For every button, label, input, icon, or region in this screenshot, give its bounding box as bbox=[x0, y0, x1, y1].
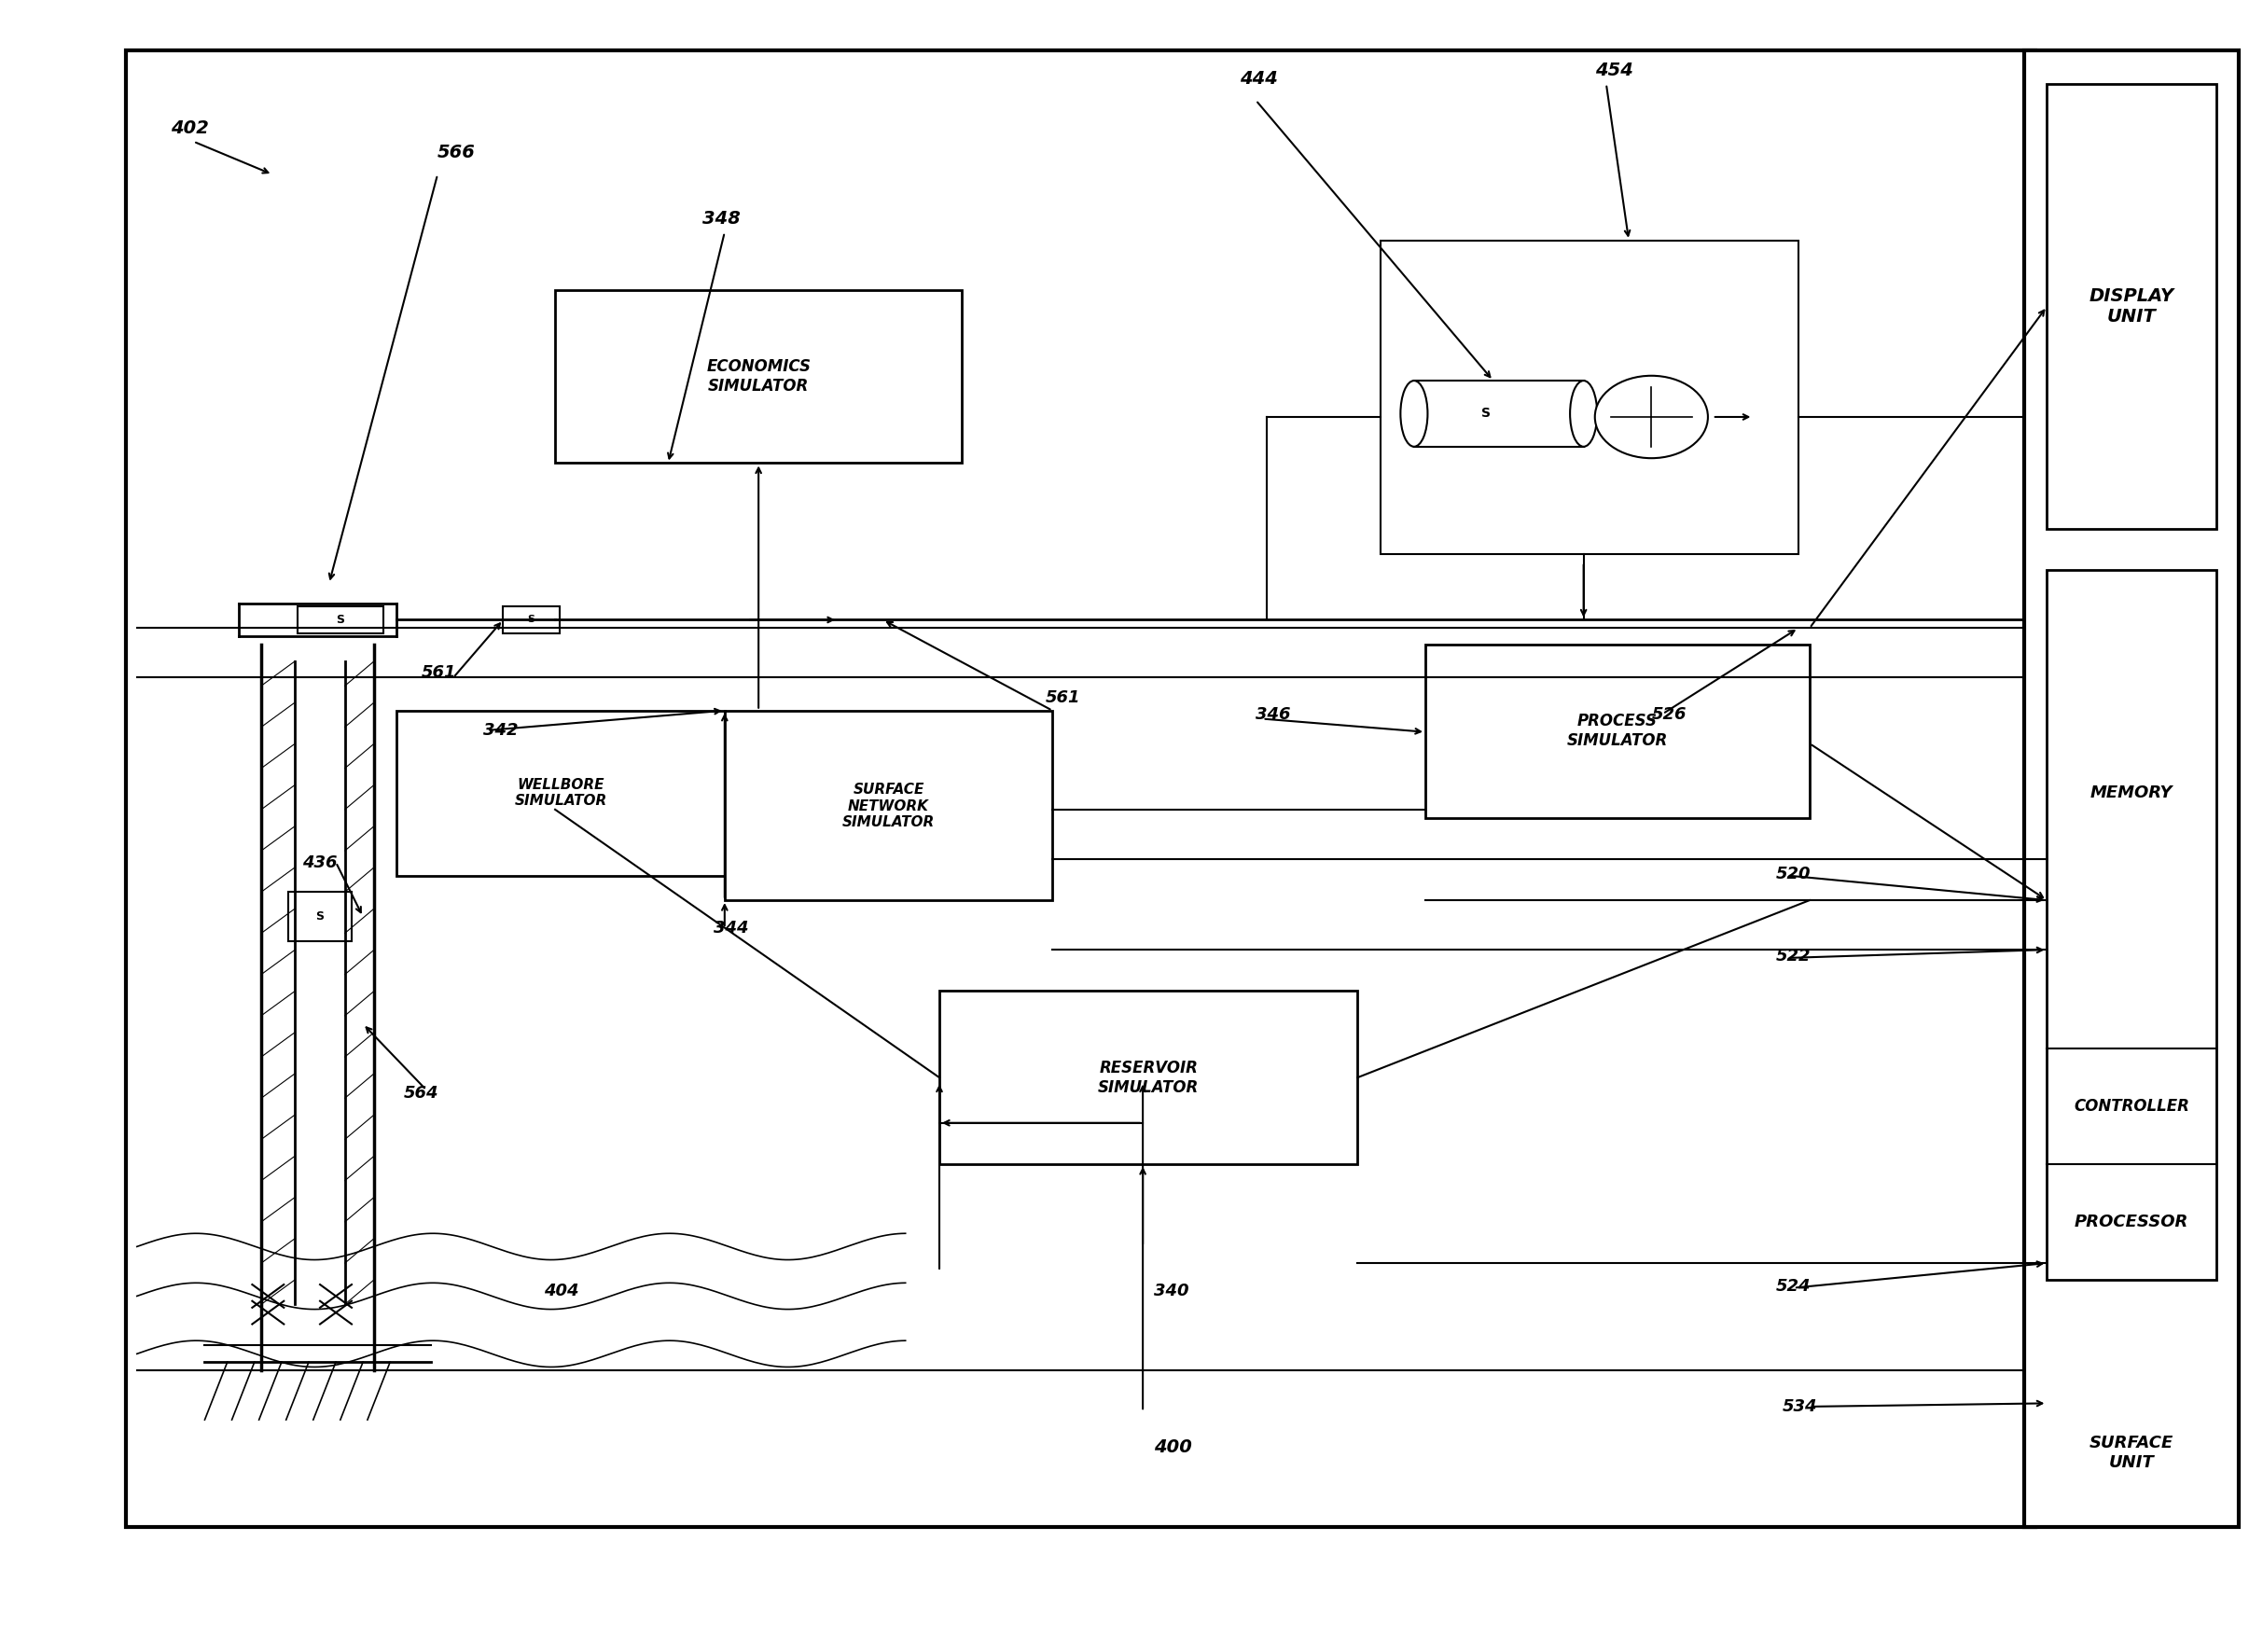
Text: S: S bbox=[337, 615, 344, 626]
Text: 348: 348 bbox=[702, 210, 740, 228]
Text: 561: 561 bbox=[421, 664, 457, 681]
Text: 534: 534 bbox=[1783, 1399, 1817, 1416]
Bar bbox=[1380, 241, 1799, 553]
Text: 561: 561 bbox=[1046, 689, 1082, 705]
Text: 526: 526 bbox=[1652, 705, 1686, 722]
Text: ECONOMICS
SIMULATOR: ECONOMICS SIMULATOR bbox=[706, 358, 810, 395]
Text: 524: 524 bbox=[1776, 1279, 1810, 1295]
Text: S: S bbox=[1482, 406, 1491, 420]
Text: SURFACE
NETWORK
SIMULATOR: SURFACE NETWORK SIMULATOR bbox=[842, 783, 935, 829]
Bar bbox=[127, 51, 2037, 1526]
Text: 402: 402 bbox=[170, 119, 208, 137]
Text: PROCESS
SIMULATOR: PROCESS SIMULATOR bbox=[1566, 714, 1668, 750]
Bar bbox=[2025, 51, 2238, 1526]
Bar bbox=[724, 710, 1052, 900]
Text: 454: 454 bbox=[1595, 61, 1634, 79]
Text: S: S bbox=[527, 615, 534, 624]
Ellipse shape bbox=[1571, 380, 1598, 446]
Text: 566: 566 bbox=[437, 144, 475, 162]
Text: DISPLAY
UNIT: DISPLAY UNIT bbox=[2089, 287, 2175, 325]
Text: 522: 522 bbox=[1776, 948, 1810, 965]
Bar bbox=[2048, 570, 2215, 1280]
Text: 344: 344 bbox=[713, 920, 749, 937]
Bar bbox=[502, 606, 559, 633]
Text: 404: 404 bbox=[543, 1284, 579, 1300]
Bar bbox=[554, 291, 962, 463]
Text: 400: 400 bbox=[1154, 1439, 1193, 1457]
Ellipse shape bbox=[1401, 380, 1428, 446]
Text: PROCESSOR: PROCESSOR bbox=[2075, 1214, 2188, 1231]
Bar bbox=[396, 710, 724, 876]
Text: CONTROLLER: CONTROLLER bbox=[2073, 1099, 2191, 1115]
Bar bbox=[1414, 380, 1584, 446]
Text: 346: 346 bbox=[1256, 705, 1290, 722]
Text: S: S bbox=[317, 910, 324, 923]
Text: 340: 340 bbox=[1154, 1284, 1188, 1300]
Text: 564: 564 bbox=[403, 1085, 439, 1102]
Text: 520: 520 bbox=[1776, 866, 1810, 882]
Circle shape bbox=[1595, 375, 1709, 458]
Text: SURFACE
UNIT: SURFACE UNIT bbox=[2089, 1434, 2175, 1470]
Text: 444: 444 bbox=[1240, 69, 1279, 88]
Bar bbox=[939, 991, 1358, 1165]
Bar bbox=[1426, 644, 1810, 818]
Text: WELLBORE
SIMULATOR: WELLBORE SIMULATOR bbox=[514, 778, 606, 808]
Text: RESERVOIR
SIMULATOR: RESERVOIR SIMULATOR bbox=[1098, 1059, 1199, 1095]
Text: MEMORY: MEMORY bbox=[2091, 785, 2172, 801]
Bar bbox=[2048, 84, 2215, 529]
Bar bbox=[287, 892, 351, 942]
Text: 436: 436 bbox=[301, 854, 337, 871]
Bar bbox=[296, 606, 382, 633]
Text: 342: 342 bbox=[482, 722, 518, 738]
